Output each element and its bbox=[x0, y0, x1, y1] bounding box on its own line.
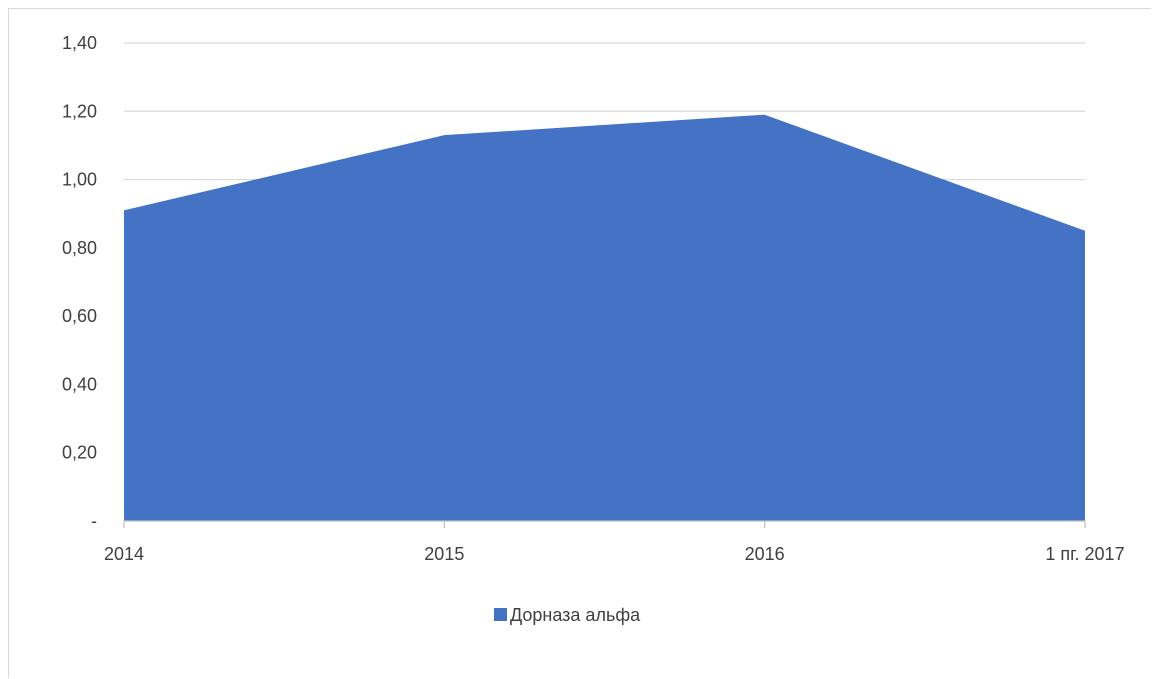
x-tick-label: 1 пг. 2017 bbox=[1045, 544, 1124, 564]
area-layer bbox=[124, 114, 1085, 521]
x-tick-label: 2015 bbox=[424, 544, 464, 564]
legend: Дорназа альфа bbox=[494, 605, 641, 625]
x-tick-label: 2016 bbox=[745, 544, 785, 564]
y-tick-label: 0,60 bbox=[62, 306, 97, 326]
area-series-dornaza-alfa bbox=[124, 114, 1085, 521]
x-tick-labels: 2014 2015 2016 1 пг. 2017 bbox=[104, 544, 1125, 564]
y-tick-label: 1,40 bbox=[62, 33, 97, 53]
legend-swatch bbox=[494, 608, 507, 621]
y-tick-label: - bbox=[91, 511, 97, 531]
y-tick-label: 1,00 bbox=[62, 170, 97, 190]
y-tick-label: 0,20 bbox=[62, 443, 97, 463]
y-tick-label: 1,20 bbox=[62, 101, 97, 121]
y-tick-label: 0,40 bbox=[62, 374, 97, 394]
y-tick-label: 0,80 bbox=[62, 238, 97, 258]
y-tick-labels: - 0,20 0,40 0,60 0,80 1,00 1,20 1,40 bbox=[62, 33, 97, 531]
legend-label: Дорназа альфа bbox=[510, 605, 641, 625]
chart-frame bbox=[8, 8, 1151, 678]
x-tick-label: 2014 bbox=[104, 544, 144, 564]
x-axis bbox=[123, 520, 1086, 528]
